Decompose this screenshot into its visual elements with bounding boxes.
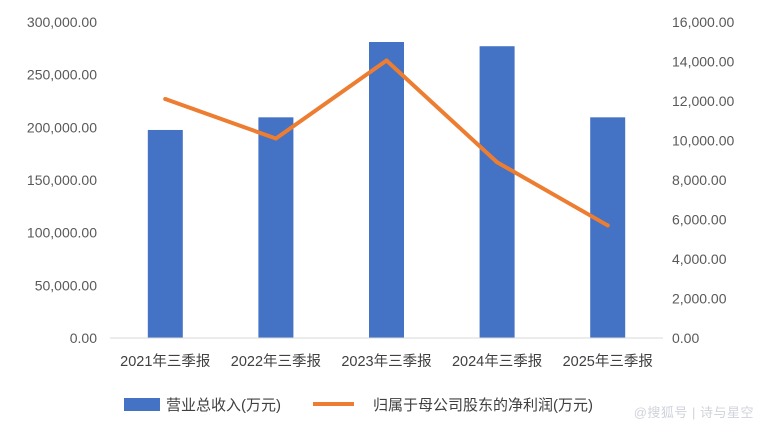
left-axis-tick-label: 250,000.00: [27, 67, 97, 83]
revenue-bar: [147, 129, 183, 338]
right-axis-tick-label: 14,000.00: [672, 54, 734, 70]
watermark: @搜狐号 | 诗与星空: [633, 405, 754, 420]
right-axis: 0.00 2,000.00 4,000.00 6,000.00 8,000.00 10,0…: [672, 14, 734, 346]
revenue-bar: [590, 117, 626, 339]
net-profit-point: [495, 160, 500, 165]
left-axis-tick-label: 50,000.00: [35, 277, 97, 293]
legend-label-revenue: 营业总收入(万元): [166, 397, 281, 414]
revenue-bar: [479, 46, 515, 339]
legend-label-net-profit: 归属于母公司股东的净利润(万元): [373, 397, 593, 414]
category-label: 2025年三季报: [563, 353, 653, 370]
revenue-bar: [369, 42, 404, 338]
net-profit-point: [273, 136, 278, 141]
net-profit-point: [605, 223, 610, 228]
revenue-bar: [258, 117, 294, 339]
legend: 营业总收入(万元) 归属于母公司股东的净利润(万元): [124, 397, 593, 414]
right-axis-tick-label: 12,000.00: [672, 93, 734, 109]
right-axis-tick-label: 4,000.00: [672, 251, 727, 267]
left-axis: 0.00 50,000.00 100,000.00 150,000.00 200,000…: [27, 14, 97, 346]
line-series: [163, 58, 610, 228]
right-axis-tick-label: 10,000.00: [672, 133, 734, 149]
category-axis: 2021年三季报 2022年三季报 2023年三季报 2024年三季报 2025年三季报: [110, 337, 663, 370]
right-axis-tick-label: 16,000.00: [672, 14, 734, 30]
category-label: 2023年三季报: [341, 353, 431, 370]
left-axis-tick-label: 100,000.00: [27, 225, 97, 241]
left-axis-tick-label: 200,000.00: [27, 119, 97, 135]
category-label: 2024年三季报: [452, 353, 542, 370]
bar-series: [147, 42, 626, 339]
net-profit-point: [384, 58, 389, 63]
category-label: 2021年三季报: [120, 353, 210, 370]
right-axis-tick-label: 6,000.00: [672, 212, 727, 228]
legend-swatch-bar: [124, 398, 160, 411]
net-profit-point: [163, 97, 168, 102]
right-axis-tick-label: 2,000.00: [672, 291, 727, 307]
category-label: 2022年三季报: [231, 353, 321, 370]
right-axis-tick-label: 8,000.00: [672, 172, 727, 188]
left-axis-tick-label: 150,000.00: [27, 172, 97, 188]
right-axis-tick-label: 0.00: [672, 330, 699, 346]
left-axis-tick-label: 0.00: [70, 330, 97, 346]
left-axis-tick-label: 300,000.00: [27, 14, 97, 30]
